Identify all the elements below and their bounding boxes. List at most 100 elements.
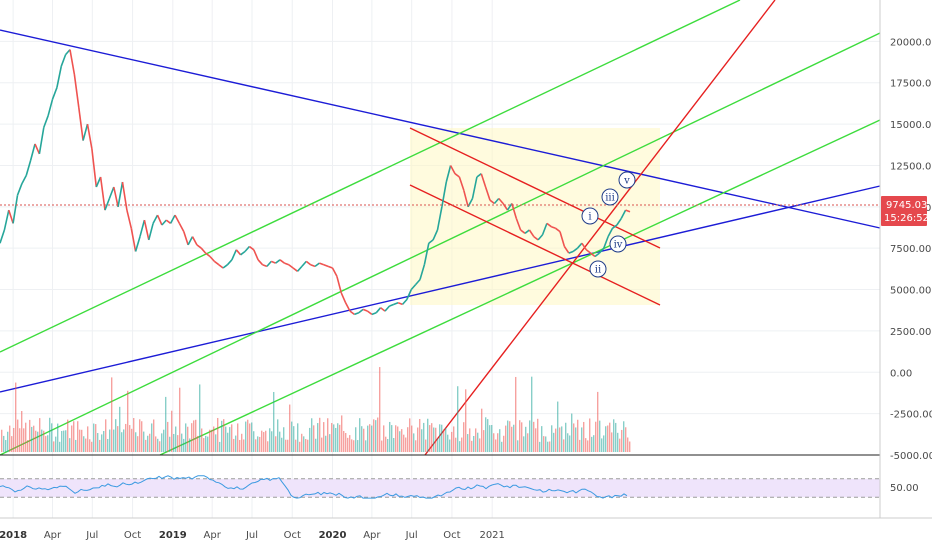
- volume-bar: [117, 426, 119, 452]
- volume-bar: [577, 419, 579, 452]
- volume-bar: [373, 419, 375, 452]
- volume-bar: [69, 438, 71, 452]
- volume-bar: [369, 424, 371, 452]
- volume-bar: [251, 422, 253, 452]
- time-axis[interactable]: 2018 Apr Jul Oct 2019 Apr Jul Oct 2020 Apr Jul Oct 2…: [0, 530, 505, 541]
- volume-bar: [403, 434, 405, 452]
- blue-resistance-line[interactable]: [0, 29, 881, 229]
- wave-text: v: [623, 176, 630, 187]
- wave-label-i[interactable]: i: [581, 207, 599, 225]
- volume-bar: [273, 391, 275, 452]
- price-segment: [458, 176, 465, 191]
- price-segment: [121, 181, 128, 211]
- volume-bar: [409, 418, 411, 452]
- volume-bar: [351, 439, 353, 452]
- volume-bar: [377, 417, 379, 452]
- green-channel-line-2[interactable]: [0, 32, 881, 456]
- volume-bar: [257, 436, 259, 452]
- volume-bar: [249, 423, 251, 452]
- price-segment: [375, 307, 382, 314]
- volume-bar: [545, 436, 547, 452]
- volume-bar: [269, 428, 271, 452]
- volume-bar: [539, 441, 541, 452]
- wave-label-iii[interactable]: iii: [601, 188, 619, 206]
- price-segment: [244, 245, 251, 253]
- price-segment: [323, 263, 329, 268]
- wave-label-iv[interactable]: iv: [609, 235, 627, 253]
- volume-bar: [427, 418, 429, 452]
- price-segment: [358, 308, 364, 314]
- volume-bar: [487, 419, 489, 452]
- price-segment: [576, 242, 583, 249]
- volume-bar: [233, 438, 235, 452]
- trendlines[interactable]: [0, 0, 881, 456]
- volume-bar: [111, 377, 113, 452]
- volume-bar: [145, 439, 147, 452]
- volume-bar: [263, 432, 265, 452]
- volume-bar: [275, 436, 277, 452]
- current-price-tag: 9745.03 15:26:52: [881, 196, 929, 226]
- volume-bar: [149, 433, 151, 452]
- volume-bar: [325, 435, 327, 452]
- volume-bar: [567, 433, 569, 452]
- current-price-value: 9745.03: [886, 200, 927, 211]
- volume-bar: [285, 439, 287, 452]
- red-channel-lower[interactable]: [409, 184, 661, 306]
- price-segment: [585, 249, 592, 254]
- price-segment: [441, 181, 448, 207]
- price-segment: [43, 115, 49, 128]
- blue-support-line[interactable]: [0, 185, 881, 393]
- red-channel-upper[interactable]: [409, 127, 661, 249]
- volume-bar: [79, 429, 81, 452]
- volume-bar: [585, 438, 587, 452]
- green-channel-line-3[interactable]: [159, 119, 881, 456]
- price-segment: [594, 252, 600, 258]
- price-axis[interactable]: 20000.0017500.0015000.0012500.0010000.00…: [890, 37, 932, 494]
- volume-bar: [281, 437, 283, 452]
- volume-bar: [555, 428, 557, 452]
- wave-circle: [589, 260, 607, 278]
- price-segment: [428, 239, 434, 244]
- volume-bar: [463, 422, 465, 452]
- volume-bar: [553, 432, 555, 452]
- volume-bar: [205, 435, 207, 452]
- rsi-pane[interactable]: [0, 475, 880, 499]
- volume-bar: [413, 433, 415, 452]
- green-channel-line-1[interactable]: [0, 0, 741, 353]
- volume-bar: [459, 441, 461, 452]
- volume-bar: [483, 430, 485, 452]
- price-segment: [21, 175, 28, 185]
- price-segment: [213, 260, 220, 266]
- volume-bar: [7, 431, 9, 452]
- volume-bar: [361, 426, 363, 452]
- volume-bar: [511, 426, 513, 452]
- volume-bar: [175, 426, 177, 452]
- volume-bar: [267, 441, 269, 452]
- price-segment: [56, 66, 63, 88]
- volume-bar: [509, 421, 511, 452]
- volume-bar: [157, 438, 159, 452]
- price-segment: [12, 195, 19, 224]
- wave-label-v[interactable]: v: [618, 171, 636, 189]
- volume-bar: [47, 435, 49, 452]
- volume-bar: [529, 420, 531, 452]
- red-steep-line[interactable]: [424, 0, 776, 456]
- volume-bar: [141, 421, 143, 452]
- wave-label-ii[interactable]: ii: [589, 260, 607, 278]
- rsi-axis-tick: 50.00: [890, 483, 919, 494]
- price-segment: [292, 267, 298, 272]
- volume-bar: [423, 422, 425, 452]
- volume-bar: [523, 436, 525, 452]
- volume-bar: [569, 435, 571, 452]
- price-segment: [130, 228, 137, 252]
- rsi-line[interactable]: [0, 475, 628, 499]
- volume-bar: [465, 389, 467, 452]
- volume-bar: [61, 430, 63, 452]
- volume-bar: [13, 427, 15, 452]
- volume-bar: [451, 431, 453, 452]
- volume-bar: [151, 423, 153, 452]
- volume-bar: [575, 427, 577, 452]
